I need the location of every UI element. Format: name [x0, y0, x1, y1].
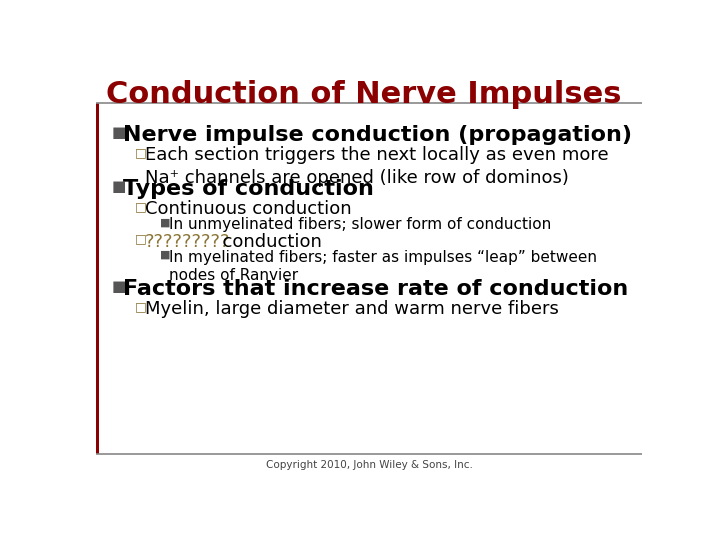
Text: Factors that increase rate of conduction: Factors that increase rate of conduction	[122, 279, 628, 299]
Text: ■: ■	[112, 279, 126, 294]
Text: □: □	[135, 200, 147, 213]
Text: ■: ■	[160, 249, 170, 260]
Text: Each section triggers the next locally as even more
Na⁺ channels are opened (lik: Each section triggers the next locally a…	[145, 146, 608, 187]
Text: In unmyelinated fibers; slower form of conduction: In unmyelinated fibers; slower form of c…	[169, 217, 552, 232]
Text: Types of conduction: Types of conduction	[122, 179, 374, 199]
Text: Continuous conduction: Continuous conduction	[145, 200, 351, 218]
Text: Nerve impulse conduction (propagation): Nerve impulse conduction (propagation)	[122, 125, 631, 145]
Text: ■: ■	[160, 217, 170, 227]
Text: Conduction of Nerve Impulses: Conduction of Nerve Impulses	[106, 80, 621, 109]
Text: □: □	[135, 233, 147, 246]
Text: ?????????: ?????????	[145, 233, 230, 251]
Text: Copyright 2010, John Wiley & Sons, Inc.: Copyright 2010, John Wiley & Sons, Inc.	[266, 460, 472, 470]
Bar	[96, 103, 99, 454]
Text: ■: ■	[112, 125, 126, 140]
Text: In myelinated fibers; faster as impulses “leap” between
nodes of Ranvier: In myelinated fibers; faster as impulses…	[169, 249, 597, 283]
Text: □: □	[135, 146, 147, 159]
Text: conduction: conduction	[211, 233, 322, 251]
Text: Myelin, large diameter and warm nerve fibers: Myelin, large diameter and warm nerve fi…	[145, 300, 559, 319]
Text: ■: ■	[112, 179, 126, 194]
Text: □: □	[135, 300, 147, 313]
